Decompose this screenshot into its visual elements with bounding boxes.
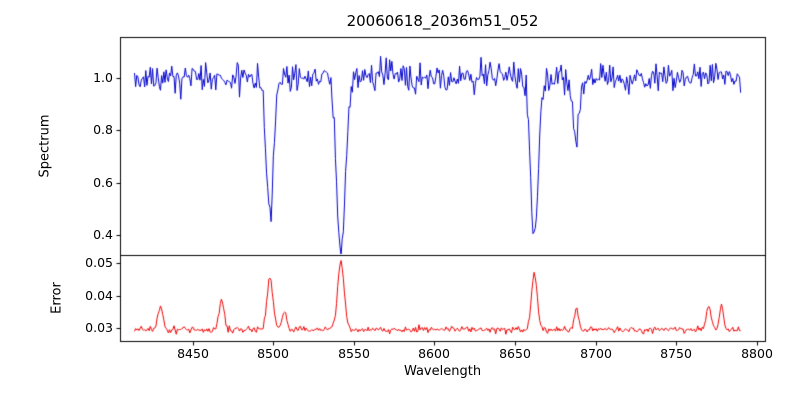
y-tick-label-spectrum: 0.6: [93, 175, 113, 190]
x-tick-label: 8450: [177, 346, 209, 361]
y-tick-label-error: 0.05: [85, 255, 113, 270]
x-tick-label: 8550: [338, 346, 370, 361]
x-tick-label: 8600: [418, 346, 450, 361]
y-tick-label-error: 0.04: [85, 288, 113, 303]
x-tick-label: 8750: [660, 346, 692, 361]
x-axis-label: Wavelength: [403, 364, 482, 379]
x-tick-label: 8500: [257, 346, 289, 361]
x-tick-label: 8800: [741, 346, 773, 361]
y-tick-label-spectrum: 1.0: [93, 70, 113, 85]
y-tick-label-spectrum: 0.4: [93, 227, 113, 242]
x-tick-label: 8700: [580, 346, 612, 361]
y-tick-label-spectrum: 0.8: [93, 122, 113, 137]
y-tick-label-error: 0.03: [85, 320, 113, 335]
plot-title: 20060618_2036m51_052: [346, 12, 539, 30]
x-tick-label: 8650: [499, 346, 531, 361]
